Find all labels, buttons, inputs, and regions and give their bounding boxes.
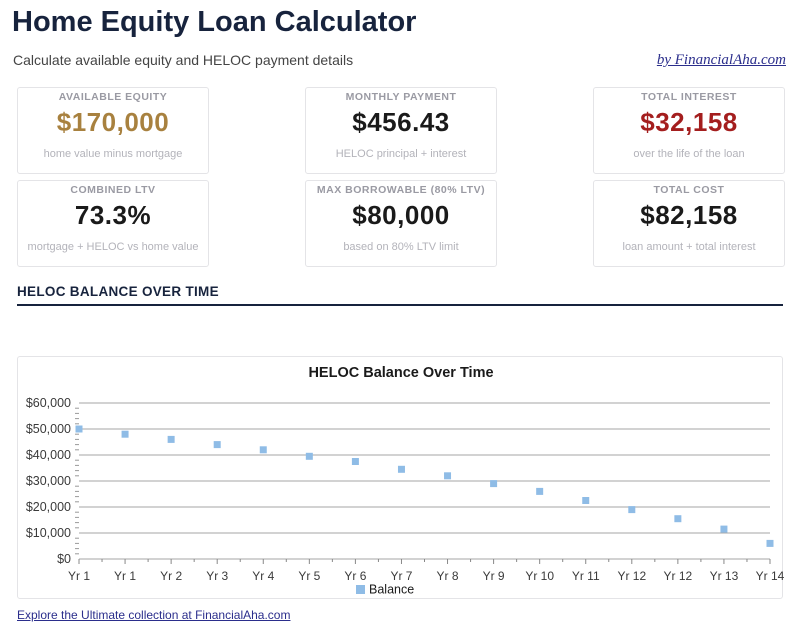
svg-text:Yr 10: Yr 10 xyxy=(525,569,554,583)
svg-text:$60,000: $60,000 xyxy=(26,396,71,410)
svg-text:Yr 8: Yr 8 xyxy=(437,569,459,583)
svg-text:Yr 13: Yr 13 xyxy=(710,569,739,583)
svg-text:Balance: Balance xyxy=(369,583,414,597)
svg-text:Yr 12: Yr 12 xyxy=(617,569,646,583)
svg-text:$10,000: $10,000 xyxy=(26,526,71,540)
svg-text:Yr 4: Yr 4 xyxy=(252,569,274,583)
svg-text:$30,000: $30,000 xyxy=(26,474,71,488)
svg-text:Yr 1: Yr 1 xyxy=(114,569,136,583)
svg-text:Yr 14: Yr 14 xyxy=(756,569,784,583)
svg-text:$20,000: $20,000 xyxy=(26,500,71,514)
svg-text:Yr 11: Yr 11 xyxy=(572,569,600,583)
svg-text:Yr 6: Yr 6 xyxy=(344,569,366,583)
svg-text:Yr 7: Yr 7 xyxy=(390,569,412,583)
svg-text:Yr 12: Yr 12 xyxy=(664,569,693,583)
svg-text:$40,000: $40,000 xyxy=(26,448,71,462)
svg-text:Yr 2: Yr 2 xyxy=(160,569,182,583)
svg-text:Yr 3: Yr 3 xyxy=(206,569,228,583)
svg-text:HELOC Balance Over Time: HELOC Balance Over Time xyxy=(308,365,493,381)
svg-text:Yr 1: Yr 1 xyxy=(68,569,90,583)
svg-text:$0: $0 xyxy=(57,552,71,566)
svg-text:Yr 5: Yr 5 xyxy=(298,569,320,583)
svg-text:Yr 9: Yr 9 xyxy=(483,569,505,583)
svg-text:$50,000: $50,000 xyxy=(26,422,71,436)
